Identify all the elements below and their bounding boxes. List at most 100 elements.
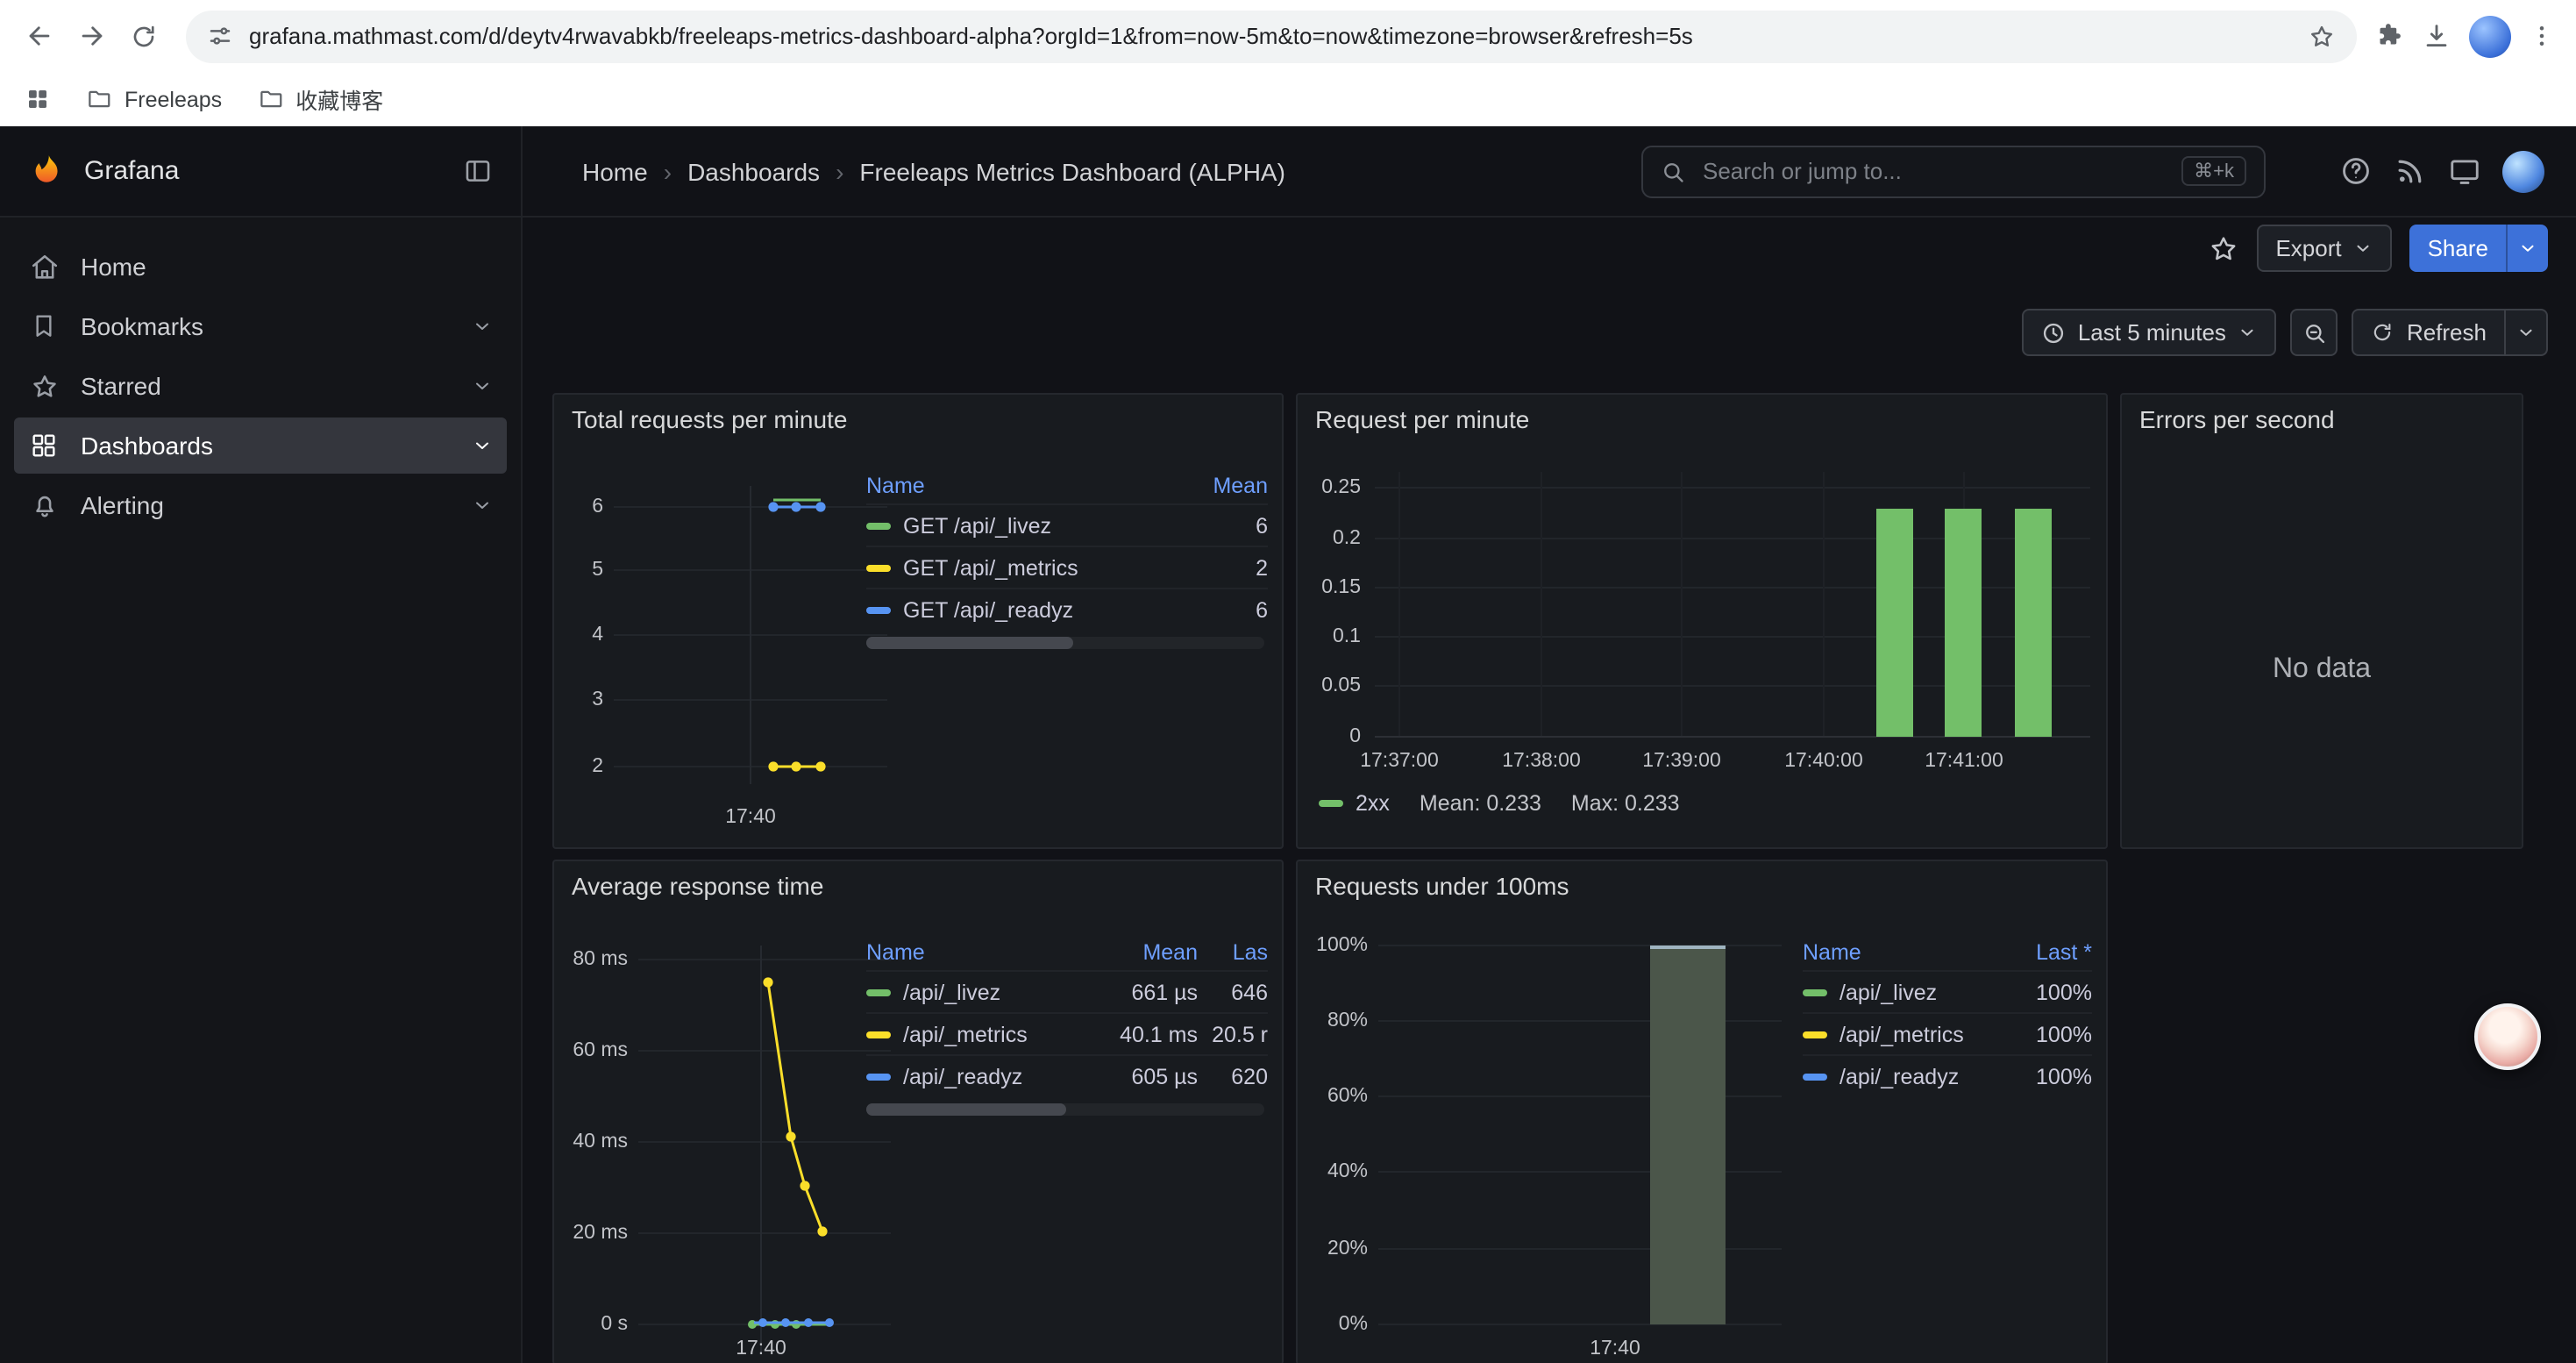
legend-table: Name Mean Las /api/_livez 661 µs 646 /ap… (866, 935, 1268, 1096)
legend-scrollbar[interactable] (866, 1103, 1264, 1116)
sidebar-item-home[interactable]: Home (14, 239, 507, 295)
brand-name: Grafana (84, 156, 445, 186)
y-tick: 40% (1298, 1160, 1368, 1184)
series-name[interactable]: /api/_livez (1839, 980, 1937, 1004)
bookmark-folder-blog[interactable]: 收藏博客 (257, 82, 383, 116)
x-tick: 17:37:00 (1347, 751, 1452, 774)
folder-icon (86, 86, 112, 112)
series-swatch (866, 1073, 891, 1080)
series-name[interactable]: /api/_metrics (903, 1022, 1028, 1046)
panel-title[interactable]: Average response time (572, 872, 823, 900)
news-rss-icon[interactable] (2394, 154, 2427, 188)
breadcrumb-separator: › (836, 157, 843, 185)
legend-col-mean[interactable]: Mean (1184, 474, 1268, 498)
y-tick: 0.05 (1301, 674, 1361, 698)
forward-icon[interactable] (67, 11, 116, 61)
bookmark-star-icon[interactable] (2308, 22, 2336, 50)
grafana-logo-icon[interactable] (28, 152, 67, 190)
series-name[interactable]: GET /api/_metrics (903, 555, 1078, 580)
x-tick: 17:40 (712, 1338, 810, 1361)
favorite-star-icon[interactable] (2207, 232, 2238, 264)
y-tick: 3 (561, 688, 603, 712)
search-box[interactable]: ⌘+k (1641, 145, 2266, 197)
chevron-down-icon[interactable] (472, 495, 493, 516)
reload-icon[interactable] (119, 11, 168, 61)
panel-title[interactable]: Errors per second (2139, 405, 2335, 433)
refresh-split-button: Refresh (2352, 309, 2548, 356)
legend-col-last[interactable]: Last * (2001, 940, 2092, 965)
legend-scrollbar[interactable] (866, 637, 1264, 649)
y-tick: 20 ms (558, 1221, 628, 1245)
y-tick: 0.15 (1301, 575, 1361, 600)
bar-chart (1375, 472, 2090, 753)
panel-title[interactable]: Requests under 100ms (1315, 872, 1569, 900)
kiosk-monitor-icon[interactable] (2448, 154, 2481, 188)
star-icon (28, 371, 60, 401)
series-last: 100% (2001, 1064, 2092, 1088)
site-info-icon[interactable] (207, 23, 233, 49)
browser-profile-avatar[interactable] (2469, 15, 2511, 57)
series-last: 100% (2001, 980, 2092, 1004)
address-bar[interactable]: grafana.mathmast.com/d/deytv4rwavabkb/fr… (186, 10, 2357, 62)
breadcrumb-home[interactable]: Home (582, 157, 648, 185)
series-mean: 40.1 ms (1099, 1022, 1198, 1046)
user-avatar[interactable] (2502, 150, 2544, 192)
series-name[interactable]: /api/_readyz (1839, 1064, 1959, 1088)
chevron-down-icon[interactable] (472, 435, 493, 456)
series-mean: 6 (1184, 597, 1268, 622)
extensions-icon[interactable] (2374, 21, 2404, 51)
series-name[interactable]: /api/_livez (903, 980, 1000, 1004)
y-tick: 0 (1301, 724, 1361, 749)
help-icon[interactable] (2339, 154, 2373, 188)
series-name[interactable]: /api/_metrics (1839, 1022, 1964, 1046)
url-input[interactable]: grafana.mathmast.com/d/deytv4rwavabkb/fr… (249, 23, 2292, 49)
legend-col-name[interactable]: Name (866, 474, 1184, 498)
panel-title[interactable]: Total requests per minute (572, 405, 847, 433)
time-range-picker[interactable]: Last 5 minutes (2022, 309, 2277, 356)
share-menu-chevron[interactable] (2506, 225, 2548, 272)
sidebar-item-dashboards[interactable]: Dashboards (14, 417, 507, 474)
apps-grid-icon[interactable] (25, 86, 51, 112)
y-tick: 0.25 (1301, 475, 1361, 500)
series-mean: 6 (1184, 513, 1268, 538)
collapse-sidebar-icon[interactable] (463, 156, 493, 186)
y-tick: 0.1 (1301, 624, 1361, 649)
legend-col-name[interactable]: Name (866, 940, 1099, 965)
line-chart (638, 946, 891, 1352)
sidebar-item-label: Starred (81, 372, 451, 400)
series-last: 100% (2001, 1022, 2092, 1046)
series-swatch (1803, 1031, 1827, 1038)
series-name[interactable]: GET /api/_livez (903, 513, 1051, 538)
browser-menu-icon[interactable] (2529, 23, 2555, 49)
grafana-brand: Grafana (0, 126, 523, 216)
panel-title[interactable]: Request per minute (1315, 405, 1529, 433)
percent-bar (1650, 946, 1726, 1324)
bookmark-folder-freeleaps[interactable]: Freeleaps (86, 86, 222, 112)
export-button[interactable]: Export (2256, 225, 2392, 272)
legend-col-last[interactable]: Las (1198, 940, 1268, 965)
sidebar-item-alerting[interactable]: Alerting (14, 477, 507, 533)
legend-col-name[interactable]: Name (1803, 940, 2001, 965)
legend-row: GET /api/_livez 6 (866, 503, 1268, 546)
chevron-down-icon[interactable] (472, 316, 493, 337)
series-name[interactable]: /api/_readyz (903, 1064, 1022, 1088)
chevron-down-icon[interactable] (472, 375, 493, 396)
breadcrumb-dashboards[interactable]: Dashboards (687, 157, 820, 185)
series-name[interactable]: GET /api/_readyz (903, 597, 1073, 622)
refresh-button[interactable]: Refresh (2352, 309, 2506, 356)
zoom-out-button[interactable] (2291, 309, 2338, 356)
sidebar-item-bookmarks[interactable]: Bookmarks (14, 298, 507, 354)
sidebar-item-label: Home (81, 253, 493, 281)
legend-table: Name Last * /api/_livez 100% /api/_metri… (1803, 935, 2092, 1096)
sidebar-item-starred[interactable]: Starred (14, 358, 507, 414)
breadcrumb-current: Freeleaps Metrics Dashboard (ALPHA) (859, 157, 1285, 185)
back-icon[interactable] (14, 11, 63, 61)
legend-row: /api/_metrics 100% (1803, 1012, 2092, 1054)
search-input[interactable] (1699, 156, 2167, 186)
series-name[interactable]: 2xx (1356, 791, 1390, 816)
assistant-avatar[interactable] (2474, 1003, 2541, 1070)
download-icon[interactable] (2422, 21, 2451, 51)
refresh-interval-chevron[interactable] (2506, 309, 2548, 356)
share-button[interactable]: Share (2410, 225, 2506, 272)
legend-col-mean[interactable]: Mean (1099, 940, 1198, 965)
